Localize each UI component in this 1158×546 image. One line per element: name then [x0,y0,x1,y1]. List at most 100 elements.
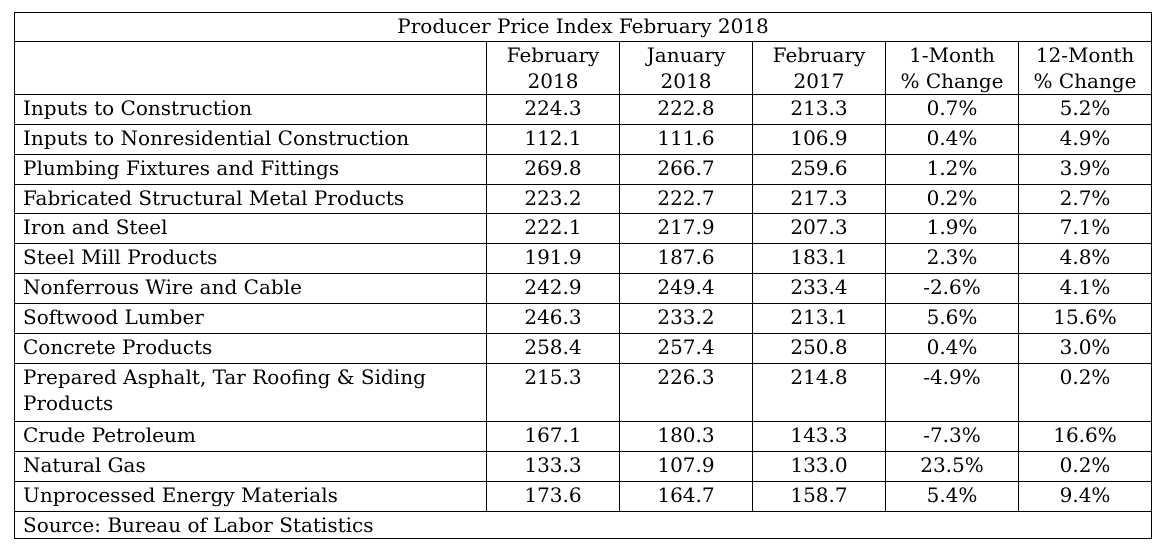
table-cell: 0.4% [885,123,1019,155]
table-cell: 266.7 [619,153,753,185]
table-cell: 250.8 [752,332,886,364]
table-row: Nonferrous Wire and Cable 242.9 249.4 233.4… [14,273,1153,304]
table-cell: 4.1% [1017,273,1153,304]
table-cell: 269.8 [486,153,620,185]
table-cell: 222.7 [619,183,753,215]
table-cell: 4.8% [1017,243,1153,275]
table-cell: 259.6 [752,153,886,185]
table-cell: 111.6 [619,123,753,155]
column-header-feb-2017: February 2017 [752,41,886,95]
table-cell: 133.3 [486,451,620,482]
ppi-table: Producer Price Index February 2018 Febru… [13,12,1153,539]
table-cell: 0.4% [885,332,1019,364]
table-cell: 15.6% [1017,302,1153,334]
table-cell: 164.7 [619,480,753,513]
row-label: Plumbing Fixtures and Fittings [14,153,487,185]
table-cell: -2.6% [885,273,1019,304]
table-cell: 217.9 [619,213,753,245]
table-cell: 167.1 [486,421,620,453]
table-cell: 0.2% [885,183,1019,215]
title-row: Producer Price Index February 2018 [13,12,1153,42]
table-title: Producer Price Index February 2018 [13,12,1153,42]
table-row: Softwood Lumber 246.3 233.2 213.1 5.6% 15.6% [14,302,1153,334]
table-cell: 187.6 [619,243,753,275]
table-cell: 3.0% [1017,332,1153,364]
table-cell: 224.3 [486,94,620,125]
table-cell: 0.7% [885,94,1019,125]
table-cell: 213.3 [752,94,886,125]
table-cell: -7.3% [885,421,1019,453]
table-cell: 226.3 [619,362,753,423]
row-label: Crude Petroleum [14,421,487,453]
table-cell: 233.4 [752,273,886,304]
table-cell: 2.7% [1017,183,1153,215]
row-label: Unprocessed Energy Materials [14,480,487,513]
table-row: Inputs to Nonresidential Construction 112… [14,123,1153,155]
table-cell: 191.9 [486,243,620,275]
table-row: Iron and Steel 222.1 217.9 207.3 1.9% 7.1% [14,213,1153,245]
row-label: Nonferrous Wire and Cable [14,273,487,304]
table-cell: 246.3 [486,302,620,334]
table-row: Concrete Products 258.4 257.4 250.8 0.4% 3.0% [14,332,1153,364]
table-row: Crude Petroleum 167.1 180.3 143.3 -7.3% 16.6% [14,421,1153,453]
table-cell: 183.1 [752,243,886,275]
row-label: Fabricated Structural Metal Products [14,183,487,215]
row-label: Concrete Products [14,332,487,364]
table-cell: 143.3 [752,421,886,453]
table-cell: 1.2% [885,153,1019,185]
table-row: Prepared Asphalt, Tar Roofing & Siding P… [14,362,1153,423]
table-cell: 242.9 [486,273,620,304]
table-cell: 0.2% [1017,362,1153,423]
table-cell: 158.7 [752,480,886,513]
table-cell: 1.9% [885,213,1019,245]
column-header-row: February 2018 January 2018 February 2017 1-… [14,41,1153,95]
table-row: Unprocessed Energy Materials 173.6 164.7 15… [14,480,1153,513]
table-cell: 4.9% [1017,123,1153,155]
table-cell: 217.3 [752,183,886,215]
table-cell: 180.3 [619,421,753,453]
column-header-feb-2018: February 2018 [486,41,620,95]
table-cell: 207.3 [752,213,886,245]
table-cell: 222.8 [619,94,753,125]
table-cell: 5.4% [885,480,1019,513]
source-note: Source: Bureau of Labor Statistics [13,511,1153,539]
row-label: Iron and Steel [14,213,487,245]
row-label: Inputs to Construction [14,94,487,125]
row-label: Softwood Lumber [14,302,487,334]
table-cell: 249.4 [619,273,753,304]
table-cell: 16.6% [1017,421,1153,453]
row-label: Steel Mill Products [14,243,487,275]
row-label: Natural Gas [14,451,487,482]
table-cell: 133.0 [752,451,886,482]
table-row: Plumbing Fixtures and Fittings 269.8 266.7… [14,153,1153,185]
table-cell: -4.9% [885,362,1019,423]
row-label-header [14,41,487,95]
table-row: Natural Gas 133.3 107.9 133.0 23.5% 0.2% [14,451,1153,482]
table-cell: 5.2% [1017,94,1153,125]
table-cell: 2.3% [885,243,1019,275]
table-cell: 3.9% [1017,153,1153,185]
row-label: Inputs to Nonresidential Construction [14,123,487,155]
table-cell: 258.4 [486,332,620,364]
table-body: Inputs to Construction 224.3 222.8 213.3 0.7… [14,94,1153,513]
table-row: Steel Mill Products 191.9 187.6 183.1 2.3% 4.… [14,243,1153,275]
table-cell: 0.2% [1017,451,1153,482]
table-cell: 5.6% [885,302,1019,334]
table-cell: 112.1 [486,123,620,155]
source-row: Source: Bureau of Labor Statistics [13,511,1153,539]
table-cell: 23.5% [885,451,1019,482]
table-cell: 107.9 [619,451,753,482]
table-cell: 9.4% [1017,480,1153,513]
table-cell: 222.1 [486,213,620,245]
table-cell: 7.1% [1017,213,1153,245]
table-cell: 173.6 [486,480,620,513]
table-cell: 106.9 [752,123,886,155]
row-label: Prepared Asphalt, Tar Roofing & Siding P… [14,362,487,423]
table-cell: 214.8 [752,362,886,423]
table-cell: 213.1 [752,302,886,334]
table-cell: 215.3 [486,362,620,423]
table-cell: 223.2 [486,183,620,215]
table-cell: 233.2 [619,302,753,334]
column-header-jan-2018: January 2018 [619,41,753,95]
table-row: Inputs to Construction 224.3 222.8 213.3 0.7… [14,94,1153,125]
